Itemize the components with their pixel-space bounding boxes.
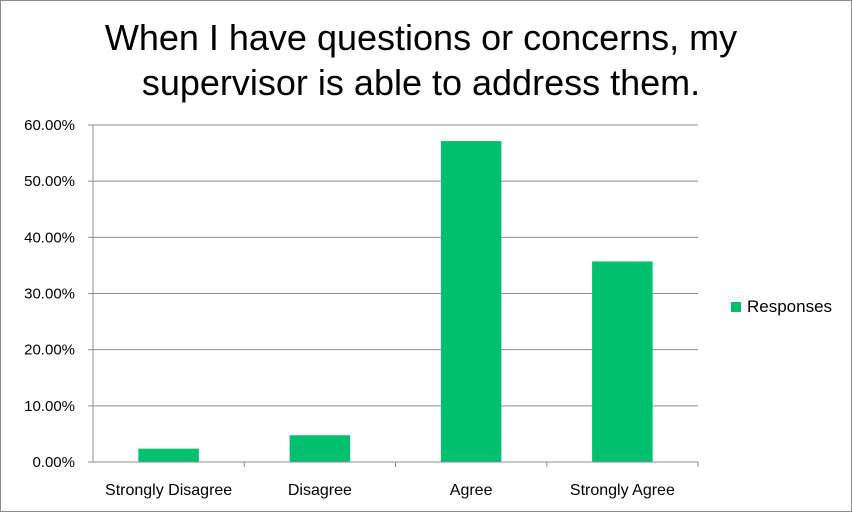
legend-swatch xyxy=(731,302,741,312)
y-tick-label: 40.00% xyxy=(24,229,75,246)
chart-title: When I have questions or concerns, my su… xyxy=(104,17,738,103)
bar-strongly-disagree xyxy=(138,448,199,462)
axes xyxy=(88,124,699,467)
x-tick-label: Strongly Disagree xyxy=(105,482,232,499)
legend-label: Responses xyxy=(747,297,833,316)
bar-strongly-agree xyxy=(592,261,653,462)
bar-agree xyxy=(440,141,502,462)
x-tick-label: Disagree xyxy=(288,482,352,499)
legend: Responses xyxy=(731,297,832,317)
y-tick-label: 60.00% xyxy=(24,117,75,134)
x-tick-labels: Strongly Disagree Disagree Agree Strongly A… xyxy=(105,482,675,499)
y-tick-labels: 0.00% 10.00% 20.00% 30.00% 40.00% 50.00% 60.00… xyxy=(24,117,75,471)
bar-disagree xyxy=(289,435,351,462)
y-tick-label: 10.00% xyxy=(24,398,75,415)
bars xyxy=(138,141,653,462)
y-tick-label: 50.00% xyxy=(24,173,75,190)
y-tick-label: 30.00% xyxy=(24,286,75,303)
y-tick-label: 20.00% xyxy=(24,342,75,359)
y-tick-label: 0.00% xyxy=(32,454,75,471)
x-tick-label: Strongly Agree xyxy=(570,482,675,499)
x-tick-label: Agree xyxy=(450,482,493,499)
